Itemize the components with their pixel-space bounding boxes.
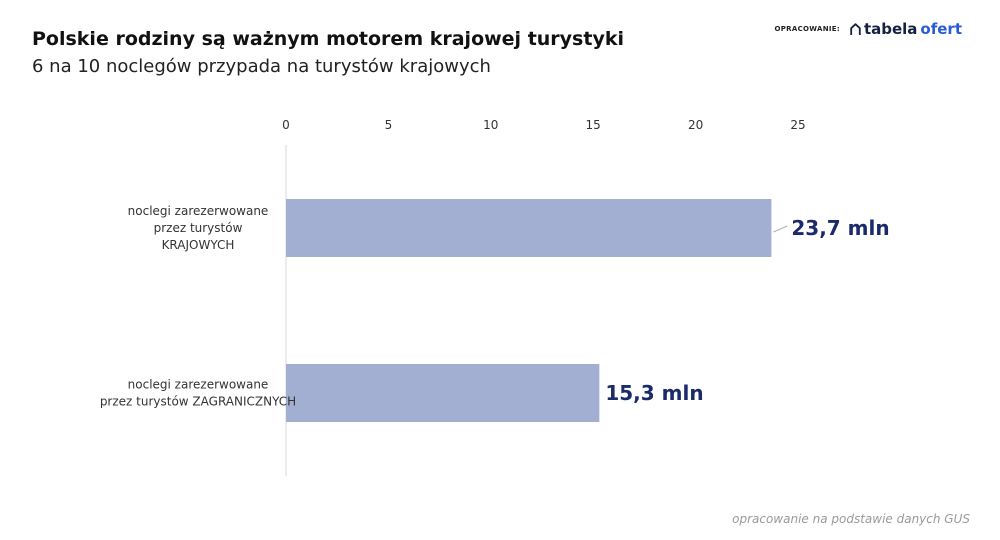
category-label: przez turystów ZAGRANICZNYCH [100,395,296,409]
value-label: 23,7 mln [791,216,889,240]
home-outline-icon [850,22,861,35]
value-label-connector [773,225,788,233]
brand-logo-text-part2: ofert [920,20,962,38]
bar [286,199,772,257]
brand-label: OPRACOWANIE: [774,25,840,33]
category-label: przez turystów [154,221,243,235]
x-tick-label: 20 [688,118,703,132]
bar [286,364,600,422]
value-label: 15,3 mln [605,381,703,405]
category-label: KRAJOWYCH [162,238,235,252]
x-tick-label: 5 [385,118,393,132]
category-label: noclegi zarezerwowane [128,204,269,218]
category-label: noclegi zarezerwowane [128,378,269,392]
brand-block: OPRACOWANIE: tabela ofert [775,20,963,38]
source-note: opracowanie na podstawie danych GUS [732,512,970,526]
x-tick-label: 0 [282,118,290,132]
x-tick-label: 25 [790,118,805,132]
brand-logo-text-part1: tabela [863,20,918,38]
chart-subtitle: 6 na 10 noclegów przypada na turystów kr… [32,56,491,77]
brand-logo[interactable]: tabela ofert [850,20,962,38]
chart-title: Polskie rodziny są ważnym motorem krajow… [32,28,624,50]
x-tick-label: 10 [483,118,498,132]
x-tick-label: 15 [586,118,601,132]
